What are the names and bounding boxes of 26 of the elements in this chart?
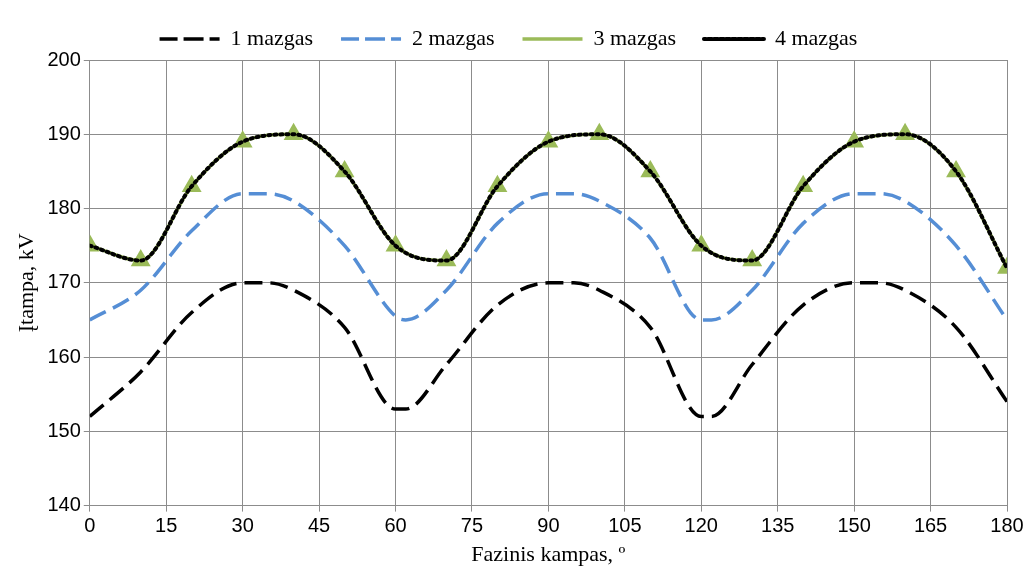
- x-tick-label: 120: [684, 514, 718, 537]
- y-tick-label: 140: [47, 493, 81, 516]
- x-tick-label: 135: [761, 514, 795, 537]
- x-axis-title: Fazinis kampas, º: [471, 540, 626, 566]
- legend-label: 1 mazgas: [230, 24, 314, 50]
- y-tick-label: 200: [47, 47, 81, 70]
- y-tick-label: 190: [47, 121, 81, 144]
- x-tick-label: 150: [837, 514, 871, 537]
- x-tick-label: 180: [990, 514, 1024, 537]
- legend-label: 2 mazgas: [412, 24, 495, 50]
- y-tick-label: 160: [47, 344, 81, 367]
- x-tick-label: 45: [307, 514, 331, 537]
- x-tick-label: 165: [913, 514, 948, 537]
- x-tick-label: 15: [155, 514, 178, 537]
- legend-label: 3 mazgas: [593, 24, 676, 50]
- x-tick-label: 60: [384, 514, 407, 537]
- x-tick-label: 75: [460, 514, 484, 537]
- x-tick-label: 30: [231, 514, 254, 537]
- y-tick-label: 170: [47, 270, 81, 293]
- y-tick-label: 180: [47, 196, 81, 219]
- x-tick-label: 105: [608, 514, 642, 537]
- legend-label: 4 mazgas: [774, 24, 858, 50]
- x-tick-label: 0: [84, 514, 96, 537]
- y-tick-label: 150: [47, 418, 81, 441]
- x-tick-label: 90: [537, 514, 560, 537]
- y-axis-title: Įtampa, kV: [12, 233, 38, 333]
